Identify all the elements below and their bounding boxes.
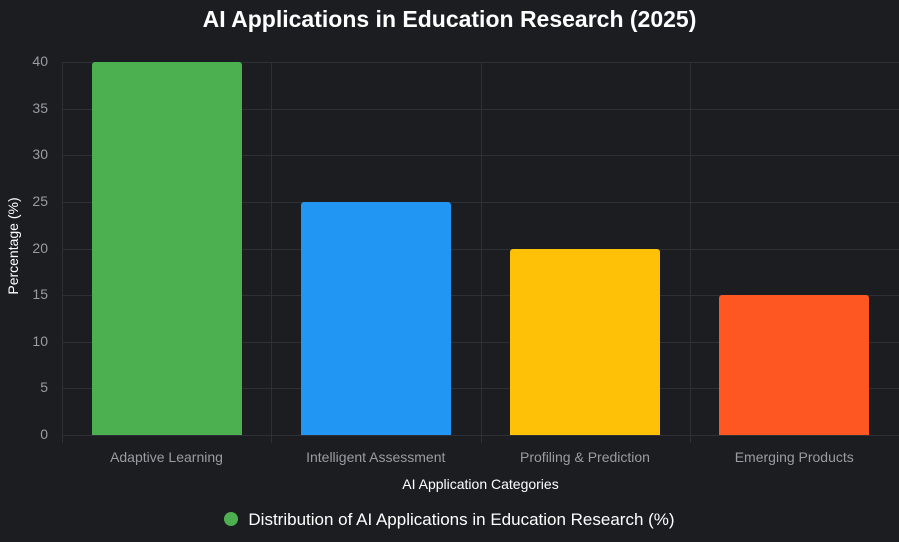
bar[interactable] [719, 295, 870, 435]
gridline [62, 62, 63, 443]
bar[interactable] [510, 248, 661, 435]
legend-label: Distribution of AI Applications in Educa… [248, 510, 675, 529]
y-tick-label: 0 [40, 426, 48, 442]
gridline [689, 62, 691, 443]
gridline [271, 62, 273, 443]
gridline [480, 62, 482, 443]
x-axis-label: AI Application Categories [402, 476, 559, 492]
x-tick-label: Adaptive Learning [110, 449, 223, 465]
y-tick-label: 40 [32, 53, 48, 69]
chart-title: AI Applications in Education Research (2… [202, 6, 697, 32]
y-tick-label: 20 [32, 239, 48, 256]
y-tick-label: 5 [40, 379, 48, 396]
plot-area [62, 62, 899, 443]
y-tick-label: 15 [32, 286, 48, 303]
x-tick-label: Profiling & Prediction [520, 449, 650, 465]
bar[interactable] [300, 201, 451, 435]
bar[interactable] [91, 62, 242, 435]
x-tick-label: Intelligent Assessment [306, 449, 446, 465]
y-tick-label: 10 [32, 332, 48, 349]
x-tick-label: Emerging Products [734, 449, 854, 465]
legend[interactable]: Distribution of AI Applications in Educa… [0, 510, 899, 530]
legend-color-swatch [224, 512, 239, 526]
y-tick-label: 25 [32, 192, 48, 209]
y-tick-label: 30 [32, 146, 48, 163]
y-tick-label: 35 [32, 99, 48, 116]
